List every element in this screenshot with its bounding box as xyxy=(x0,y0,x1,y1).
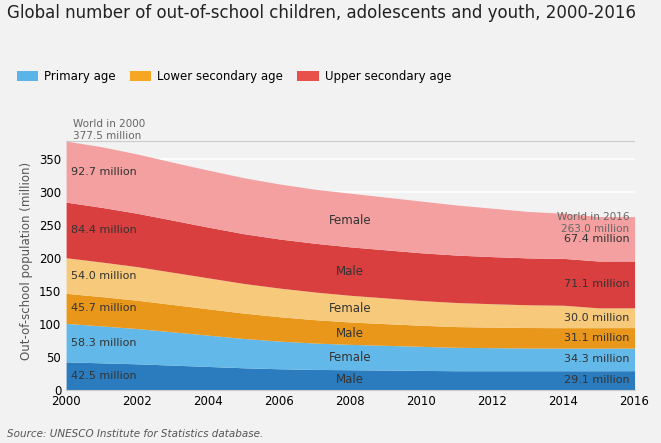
Text: 71.1 million: 71.1 million xyxy=(564,280,629,289)
Text: Female: Female xyxy=(329,214,371,226)
Text: Male: Male xyxy=(336,326,364,340)
Text: Source: UNESCO Institute for Statistics database.: Source: UNESCO Institute for Statistics … xyxy=(7,428,263,439)
Legend: Primary age, Lower secondary age, Upper secondary age: Primary age, Lower secondary age, Upper … xyxy=(13,66,455,88)
Text: World in 2000
377.5 million: World in 2000 377.5 million xyxy=(73,119,145,141)
Text: Male: Male xyxy=(336,373,364,386)
Text: 31.1 million: 31.1 million xyxy=(564,333,629,343)
Y-axis label: Out-of-school population (million): Out-of-school population (million) xyxy=(20,162,34,361)
Text: 34.3 million: 34.3 million xyxy=(564,354,629,365)
Text: Male: Male xyxy=(336,264,364,278)
Text: 45.7 million: 45.7 million xyxy=(71,303,137,313)
Text: 54.0 million: 54.0 million xyxy=(71,271,137,280)
Text: 92.7 million: 92.7 million xyxy=(71,167,137,177)
Text: 58.3 million: 58.3 million xyxy=(71,338,137,348)
Text: 29.1 million: 29.1 million xyxy=(564,375,629,385)
Text: 30.0 million: 30.0 million xyxy=(564,313,629,323)
Text: Female: Female xyxy=(329,350,371,364)
Text: World in 2016
263.0 million: World in 2016 263.0 million xyxy=(557,212,629,233)
Text: Female: Female xyxy=(329,302,371,315)
Text: 67.4 million: 67.4 million xyxy=(564,234,629,244)
Text: 42.5 million: 42.5 million xyxy=(71,371,137,381)
Text: Global number of out-of-school children, adolescents and youth, 2000-2016: Global number of out-of-school children,… xyxy=(7,4,636,23)
Text: 84.4 million: 84.4 million xyxy=(71,225,137,235)
